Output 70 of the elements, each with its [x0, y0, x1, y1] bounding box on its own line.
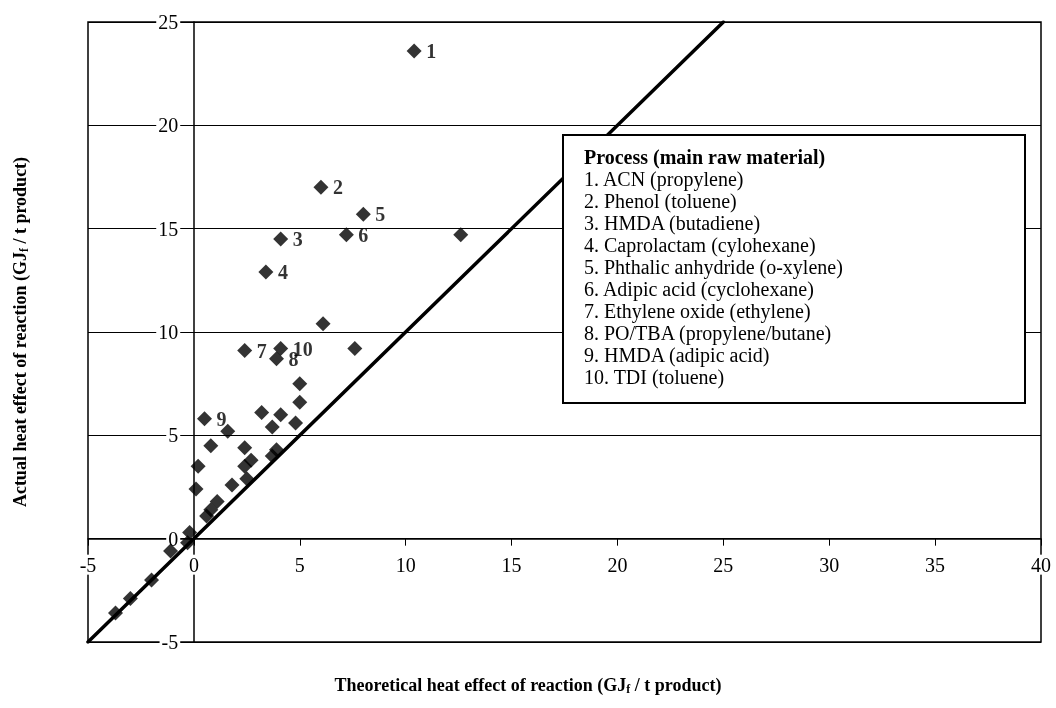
annotation: 7. Ethylene oxide (ethylene)	[584, 300, 811, 322]
x-tick-label: 20	[607, 553, 628, 576]
annotation: 4. Caprolactam (cylohexane)	[584, 234, 817, 256]
annotation: 3. HMDA (butadiene)	[584, 212, 762, 234]
point	[288, 415, 304, 431]
y-tick-label: 5	[168, 424, 179, 447]
point	[258, 264, 274, 280]
point	[254, 405, 270, 421]
point	[144, 572, 160, 588]
annotation: 9	[216, 407, 227, 430]
point	[273, 231, 289, 247]
point	[313, 179, 329, 195]
point	[188, 481, 204, 497]
point	[180, 535, 196, 551]
annotation: 8. PO/TBA (propylene/butane)	[584, 322, 833, 344]
annotation: 4	[277, 261, 288, 284]
point	[347, 341, 363, 357]
annotation: 5. Phthalic anhydride (o-xylene)	[584, 256, 844, 278]
annotation: 2. Phenol (toluene)	[584, 190, 737, 212]
annotation: 5	[375, 203, 386, 226]
x-tick-label: 40	[1031, 553, 1051, 576]
point	[237, 343, 253, 359]
y-tick-label: 15	[158, 217, 179, 240]
point	[237, 458, 253, 474]
point	[406, 43, 422, 59]
point	[338, 227, 354, 243]
point	[268, 351, 284, 367]
point	[203, 438, 219, 454]
annotation: 2	[332, 176, 343, 199]
y-tick-label: 25	[158, 11, 179, 33]
x-tick-label: 30	[819, 553, 840, 576]
x-tick-label: -5	[79, 553, 97, 576]
point	[292, 394, 308, 410]
point	[292, 376, 308, 392]
point	[315, 316, 331, 332]
y-tick-label: 20	[158, 114, 179, 137]
point	[108, 605, 124, 621]
x-tick-label: 0	[188, 553, 199, 576]
annotation: 3	[292, 228, 303, 250]
annotation: 1	[426, 39, 437, 62]
point	[122, 591, 138, 607]
y-tick-label: -5	[161, 631, 179, 653]
point	[190, 458, 206, 474]
x-tick-label: 35	[925, 553, 946, 576]
y-axis-title: Actual heat effect of reaction (GJf / t product)	[10, 156, 31, 508]
point	[273, 341, 289, 357]
x-tick-label: 5	[294, 553, 305, 576]
annotation: 10. TDI (toluene)	[584, 366, 726, 388]
point	[209, 493, 225, 509]
point	[273, 407, 289, 423]
point	[264, 448, 280, 464]
point	[355, 206, 371, 222]
y-tick-label: 10	[158, 321, 179, 343]
annotation: Process (main raw material)	[584, 146, 827, 168]
x-tick-label: 15	[501, 553, 522, 576]
point	[199, 508, 215, 524]
point	[264, 419, 280, 435]
x-tick-label: 25	[713, 553, 734, 576]
annotation: 1. ACN (propylene)	[584, 168, 745, 190]
annotation: 9. HMDA (adipic acid)	[584, 344, 770, 366]
point	[453, 227, 469, 243]
point	[196, 411, 212, 427]
point	[224, 477, 240, 493]
point	[237, 440, 253, 456]
x-tick-label: 10	[395, 553, 416, 576]
point	[182, 524, 198, 540]
y-tick-label: 0	[168, 527, 179, 550]
point	[239, 471, 255, 487]
annotation: 7	[256, 339, 267, 362]
annotation: 6. Adipic acid (cyclohexane)	[584, 278, 814, 300]
